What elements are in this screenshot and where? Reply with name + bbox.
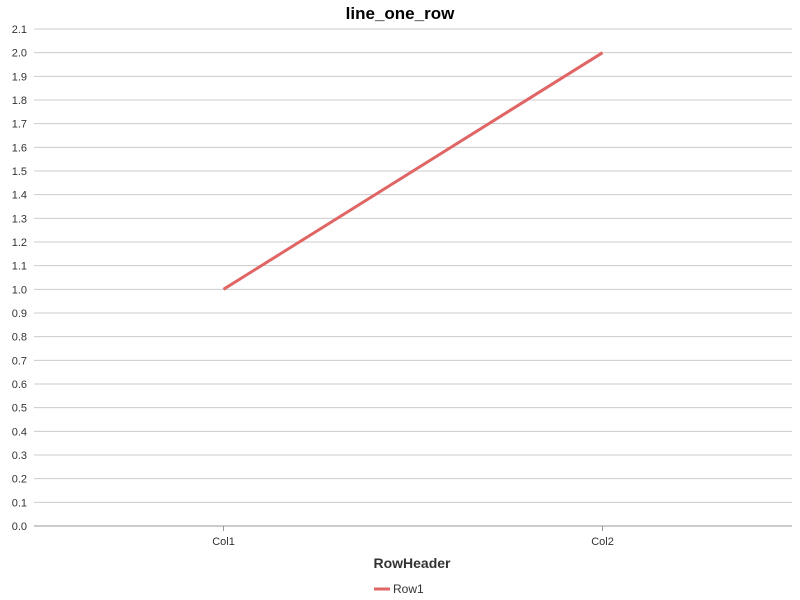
y-tick-label: 1.6: [12, 142, 27, 154]
series-line-row1: [222, 51, 604, 291]
x-tick-label: Col2: [591, 536, 614, 548]
y-tick-label: 0.0: [12, 521, 27, 533]
y-tick-label: 1.1: [12, 261, 27, 273]
y-tick-label: 1.5: [12, 166, 27, 178]
y-tick-label: 1.0: [12, 284, 27, 296]
y-tick-label: 0.5: [12, 403, 27, 415]
y-tick-label: 2.1: [12, 24, 27, 36]
y-tick-label: 1.8: [12, 95, 27, 107]
y-tick-label: 0.8: [12, 332, 27, 344]
x-axis-title: RowHeader: [373, 555, 451, 571]
y-tick-label: 0.7: [12, 355, 27, 367]
y-tick-label: 1.7: [12, 119, 27, 131]
y-tick-label: 0.6: [12, 379, 27, 391]
y-tick-label: 1.2: [12, 237, 27, 249]
legend: Row1: [374, 582, 424, 596]
x-axis-ticks: Col1 Col2: [212, 526, 614, 548]
y-tick-label: 0.3: [12, 450, 27, 462]
legend-label: Row1: [393, 582, 424, 596]
y-tick-label: 1.4: [12, 190, 27, 202]
y-tick-label: 0.2: [12, 474, 27, 486]
y-tick-label: 0.4: [12, 426, 27, 438]
x-tick-label: Col1: [212, 536, 235, 548]
chart-title: line_one_row: [346, 4, 455, 23]
series-lines: [222, 51, 604, 291]
y-tick-label: 1.3: [12, 213, 27, 225]
y-tick-label: 0.9: [12, 308, 27, 320]
y-tick-label: 0.1: [12, 497, 27, 509]
y-tick-label: 1.9: [12, 71, 27, 83]
y-tick-label: 2.0: [12, 48, 27, 60]
grid-lines: [34, 28, 792, 527]
y-axis-ticks: 0.0 0.1 0.2 0.3 0.4 0.5 0.6 0.7 0.8 0.9 1.0 1.1 1.2 1…: [12, 24, 27, 533]
